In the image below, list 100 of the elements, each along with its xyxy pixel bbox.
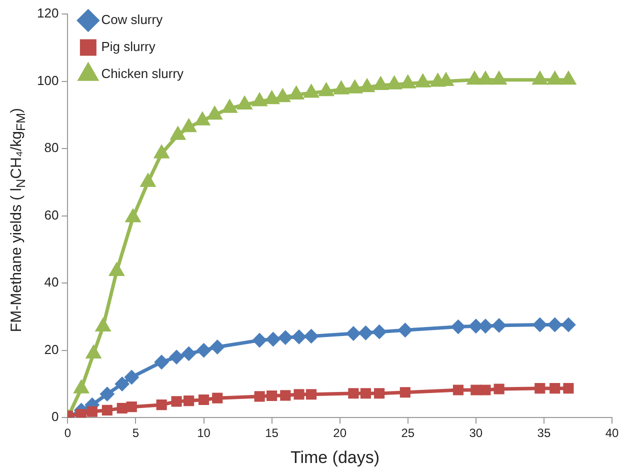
- point: [210, 340, 224, 354]
- point: [360, 80, 374, 92]
- point: [374, 78, 388, 90]
- point: [478, 319, 492, 333]
- x-tick-label: 35: [537, 426, 551, 440]
- point: [478, 72, 492, 85]
- point: [197, 344, 211, 358]
- point: [451, 320, 465, 334]
- point: [563, 383, 574, 394]
- point: [156, 400, 167, 410]
- point: [124, 370, 138, 384]
- point: [96, 319, 110, 332]
- point: [276, 90, 290, 102]
- point: [154, 146, 169, 158]
- point: [372, 325, 386, 339]
- point: [452, 384, 464, 396]
- x-tick-label: 25: [401, 426, 415, 440]
- point: [562, 318, 576, 332]
- legend-label: Chicken slurry: [101, 66, 184, 82]
- point: [550, 383, 560, 394]
- point: [252, 333, 266, 347]
- point: [266, 390, 278, 402]
- point: [533, 318, 547, 332]
- y-tick-label: 40: [44, 274, 59, 290]
- point: [469, 319, 483, 333]
- point: [494, 384, 504, 394]
- point: [292, 330, 306, 344]
- x-axis-title: Time (days): [289, 448, 381, 468]
- y-tick-label: 80: [44, 140, 59, 156]
- point: [182, 120, 196, 132]
- point: [115, 377, 129, 391]
- point: [86, 406, 98, 417]
- legend-label: Pig slurry: [101, 39, 156, 54]
- point: [400, 76, 415, 88]
- point: [319, 84, 334, 96]
- point: [548, 318, 562, 332]
- point: [252, 94, 267, 106]
- y-tick-label: 100: [36, 72, 59, 88]
- point: [76, 408, 87, 418]
- point: [534, 383, 546, 394]
- point: [562, 72, 576, 85]
- point: [102, 404, 112, 416]
- point: [212, 392, 223, 404]
- x-tick-label: 40: [605, 426, 619, 440]
- point: [208, 107, 222, 120]
- x-tick-label: 10: [197, 426, 211, 440]
- point: [360, 388, 371, 399]
- x-tick-label: 30: [469, 426, 483, 440]
- x-tick-label: 0: [64, 426, 72, 440]
- x-tick-label: 20: [333, 426, 347, 440]
- x-tick-label: 15: [265, 426, 279, 440]
- point: [416, 74, 430, 88]
- legend-label: Cow slurry: [101, 12, 164, 28]
- point: [532, 72, 547, 85]
- point: [222, 100, 237, 113]
- point: [374, 388, 385, 399]
- point: [304, 85, 318, 98]
- point: [195, 112, 210, 126]
- point: [468, 72, 482, 85]
- point: [480, 384, 491, 396]
- y-tick-label: 20: [44, 342, 59, 357]
- point: [116, 402, 128, 414]
- y-tick-label: 0: [51, 409, 59, 424]
- point: [264, 92, 279, 104]
- point: [238, 97, 252, 110]
- point: [492, 318, 506, 332]
- point: [398, 323, 412, 337]
- y-tick-label: 120: [36, 6, 59, 21]
- point: [358, 326, 372, 340]
- point: [280, 390, 291, 401]
- point: [304, 329, 318, 343]
- point: [171, 396, 182, 407]
- point: [346, 326, 360, 340]
- point: [170, 350, 184, 364]
- point: [278, 330, 292, 344]
- x-tick-label: 5: [132, 426, 140, 440]
- point: [170, 127, 185, 140]
- point: [154, 355, 168, 369]
- point: [266, 332, 280, 346]
- point: [348, 80, 362, 94]
- point: [254, 391, 265, 402]
- point: [198, 394, 210, 406]
- point: [126, 210, 140, 222]
- point: [126, 402, 137, 412]
- y-tick-label: 60: [44, 207, 59, 222]
- point: [182, 346, 196, 360]
- point: [400, 387, 410, 398]
- point: [334, 82, 348, 94]
- point: [348, 388, 359, 399]
- point: [100, 387, 114, 401]
- point: [289, 86, 304, 100]
- point: [294, 389, 304, 400]
- point: [387, 76, 402, 90]
- point: [492, 72, 506, 85]
- point: [470, 384, 482, 396]
- point: [184, 396, 194, 406]
- point: [110, 264, 124, 276]
- point: [548, 72, 562, 85]
- point: [141, 174, 155, 187]
- point: [306, 389, 317, 400]
